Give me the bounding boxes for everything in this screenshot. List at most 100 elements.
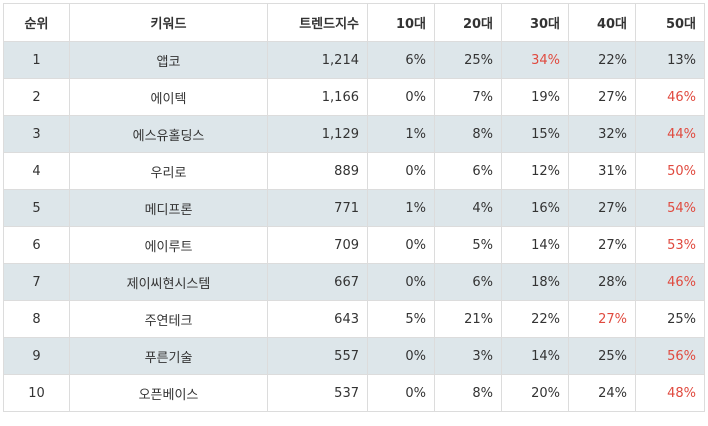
cell-rank: 1 [3, 41, 70, 79]
cell-rank: 9 [3, 337, 70, 375]
cell-keyword: 주연테크 [69, 300, 268, 338]
cell-age-40: 27% [568, 226, 636, 264]
cell-age-20: 21% [434, 300, 502, 338]
cell-age-10: 6% [367, 41, 435, 79]
cell-age-40: 31% [568, 152, 636, 190]
cell-age-20: 7% [434, 78, 502, 116]
header-trend-index: 트렌드지수 [267, 3, 368, 42]
header-age-40: 40대 [568, 3, 636, 42]
cell-age-10: 0% [367, 78, 435, 116]
cell-keyword: 에이루트 [69, 226, 268, 264]
cell-age-10: 0% [367, 337, 435, 375]
cell-trend-index: 889 [267, 152, 368, 190]
cell-age-50: 44% [635, 115, 705, 153]
cell-trend-index: 1,166 [267, 78, 368, 116]
cell-rank: 3 [3, 115, 70, 153]
cell-age-30: 15% [501, 115, 569, 153]
table-row: 7 제이씨현시스템 667 0% 6% 18% 28% 46% [3, 263, 705, 301]
cell-trend-index: 709 [267, 226, 368, 264]
cell-age-10: 1% [367, 115, 435, 153]
keyword-trend-table-container: 순위 키워드 트렌드지수 10대 20대 30대 40대 50대 1 앱코 1,21… [3, 3, 705, 412]
cell-keyword: 앱코 [69, 41, 268, 79]
cell-keyword: 제이씨현시스템 [69, 263, 268, 301]
cell-age-50: 13% [635, 41, 705, 79]
cell-age-50: 53% [635, 226, 705, 264]
table-row: 1 앱코 1,214 6% 25% 34% 22% 13% [3, 41, 705, 79]
cell-trend-index: 1,214 [267, 41, 368, 79]
header-keyword: 키워드 [69, 3, 268, 42]
cell-rank: 4 [3, 152, 70, 190]
cell-age-20: 8% [434, 374, 502, 412]
header-rank: 순위 [3, 3, 70, 42]
cell-rank: 5 [3, 189, 70, 227]
cell-age-30: 14% [501, 337, 569, 375]
cell-keyword: 푸른기술 [69, 337, 268, 375]
cell-age-20: 25% [434, 41, 502, 79]
cell-keyword: 메디프론 [69, 189, 268, 227]
cell-rank: 10 [3, 374, 70, 412]
header-age-50: 50대 [635, 3, 705, 42]
cell-age-40: 24% [568, 374, 636, 412]
cell-trend-index: 643 [267, 300, 368, 338]
cell-trend-index: 537 [267, 374, 368, 412]
cell-age-50: 54% [635, 189, 705, 227]
cell-age-50: 46% [635, 78, 705, 116]
cell-keyword: 에스유홀딩스 [69, 115, 268, 153]
cell-age-40: 25% [568, 337, 636, 375]
cell-trend-index: 557 [267, 337, 368, 375]
cell-keyword: 오픈베이스 [69, 374, 268, 412]
cell-keyword: 우리로 [69, 152, 268, 190]
table-row: 2 에이텍 1,166 0% 7% 19% 27% 46% [3, 78, 705, 116]
cell-age-10: 0% [367, 263, 435, 301]
cell-keyword: 에이텍 [69, 78, 268, 116]
table-row: 5 메디프론 771 1% 4% 16% 27% 54% [3, 189, 705, 227]
cell-age-50: 50% [635, 152, 705, 190]
table-row: 9 푸른기술 557 0% 3% 14% 25% 56% [3, 337, 705, 375]
cell-age-40: 32% [568, 115, 636, 153]
cell-rank: 8 [3, 300, 70, 338]
cell-age-30: 12% [501, 152, 569, 190]
cell-age-20: 6% [434, 263, 502, 301]
header-age-30: 30대 [501, 3, 569, 42]
header-age-20: 20대 [434, 3, 502, 42]
cell-rank: 6 [3, 226, 70, 264]
cell-age-50: 48% [635, 374, 705, 412]
cell-age-20: 4% [434, 189, 502, 227]
cell-age-40: 27% [568, 300, 636, 338]
cell-age-30: 18% [501, 263, 569, 301]
cell-age-40: 27% [568, 189, 636, 227]
cell-age-30: 20% [501, 374, 569, 412]
cell-age-10: 0% [367, 374, 435, 412]
cell-age-30: 19% [501, 78, 569, 116]
cell-age-40: 27% [568, 78, 636, 116]
cell-age-20: 3% [434, 337, 502, 375]
table-row: 10 오픈베이스 537 0% 8% 20% 24% 48% [3, 374, 705, 412]
table-row: 8 주연테크 643 5% 21% 22% 27% 25% [3, 300, 705, 338]
cell-age-30: 14% [501, 226, 569, 264]
cell-age-40: 22% [568, 41, 636, 79]
cell-age-20: 6% [434, 152, 502, 190]
keyword-trend-table: 순위 키워드 트렌드지수 10대 20대 30대 40대 50대 1 앱코 1,21… [3, 3, 705, 412]
cell-age-40: 28% [568, 263, 636, 301]
cell-rank: 7 [3, 263, 70, 301]
table-row: 6 에이루트 709 0% 5% 14% 27% 53% [3, 226, 705, 264]
cell-trend-index: 1,129 [267, 115, 368, 153]
cell-age-10: 1% [367, 189, 435, 227]
cell-age-50: 56% [635, 337, 705, 375]
cell-trend-index: 667 [267, 263, 368, 301]
table-row: 4 우리로 889 0% 6% 12% 31% 50% [3, 152, 705, 190]
cell-trend-index: 771 [267, 189, 368, 227]
cell-age-10: 0% [367, 152, 435, 190]
cell-rank: 2 [3, 78, 70, 116]
cell-age-10: 0% [367, 226, 435, 264]
cell-age-30: 22% [501, 300, 569, 338]
header-age-10: 10대 [367, 3, 435, 42]
cell-age-30: 16% [501, 189, 569, 227]
cell-age-50: 46% [635, 263, 705, 301]
cell-age-20: 8% [434, 115, 502, 153]
table-header-row: 순위 키워드 트렌드지수 10대 20대 30대 40대 50대 [3, 3, 705, 42]
cell-age-20: 5% [434, 226, 502, 264]
cell-age-50: 25% [635, 300, 705, 338]
cell-age-10: 5% [367, 300, 435, 338]
cell-age-30: 34% [501, 41, 569, 79]
